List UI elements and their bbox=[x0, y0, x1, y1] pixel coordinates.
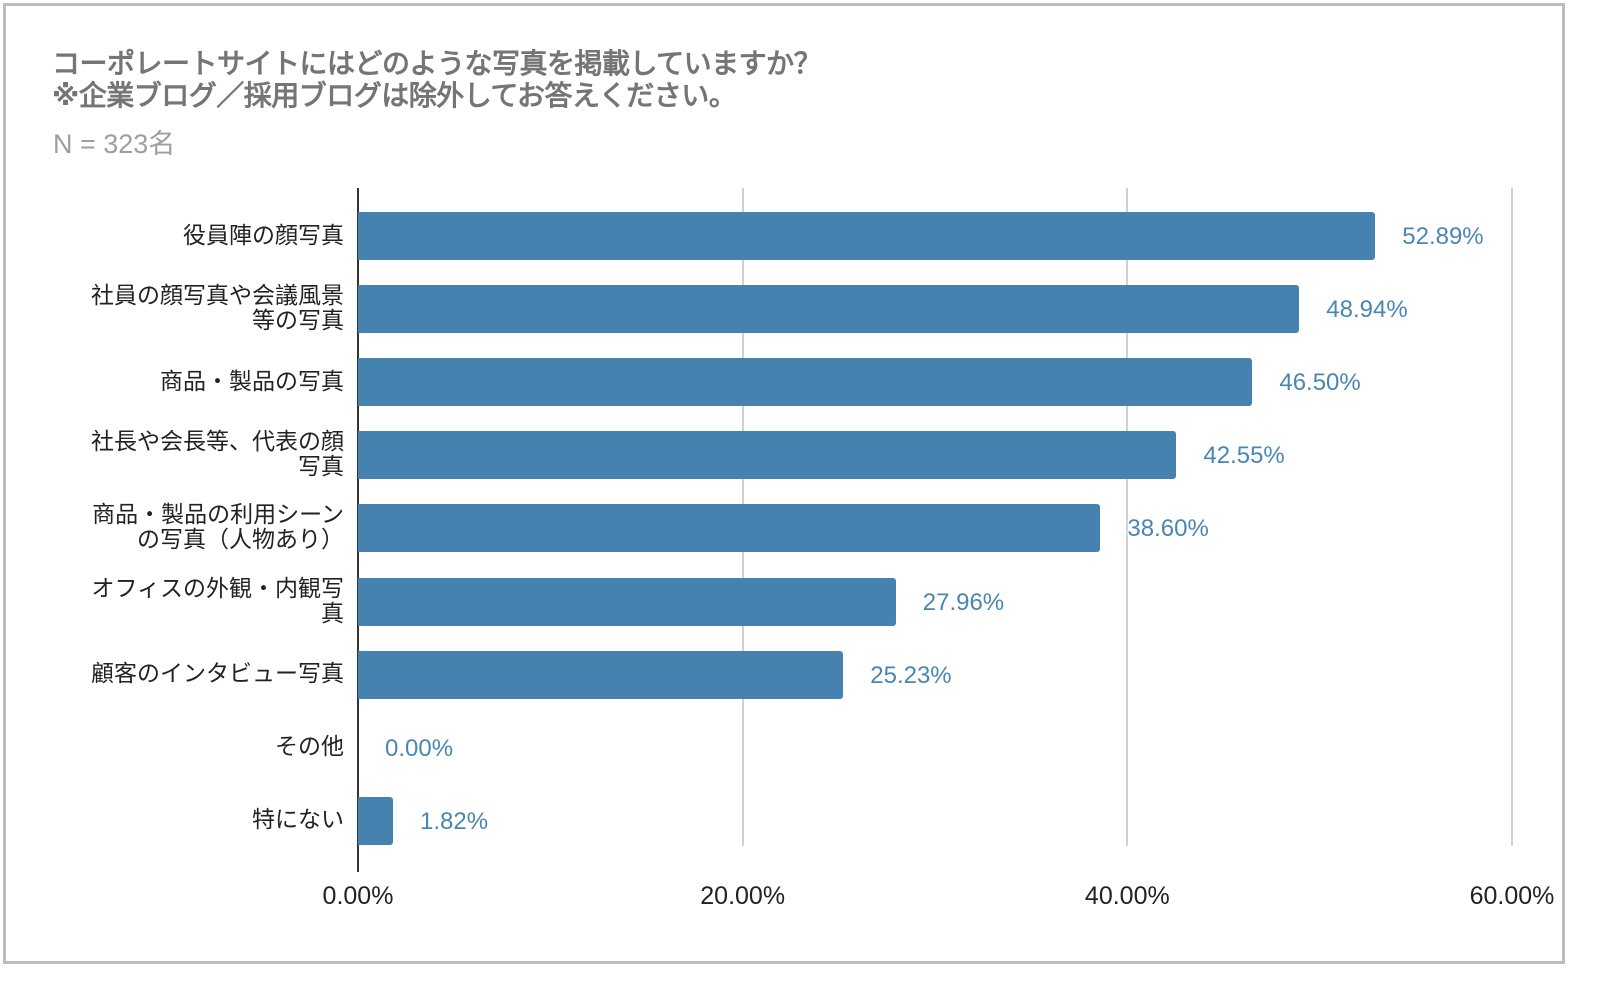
x-tick-label: 20.00% bbox=[700, 882, 786, 910]
bar-value-label: 25.23% bbox=[870, 661, 952, 689]
bar[interactable] bbox=[358, 285, 1300, 334]
bar[interactable] bbox=[358, 796, 393, 845]
bar[interactable] bbox=[358, 650, 844, 699]
x-tick-label: 40.00% bbox=[1084, 882, 1170, 910]
bar-value-label: 27.96% bbox=[922, 588, 1005, 616]
category-label: オフィスの外観・内観写 真 bbox=[91, 575, 344, 627]
bar[interactable] bbox=[358, 431, 1177, 480]
category-label: 商品・製品の写真 bbox=[160, 368, 344, 395]
category-label: 社長や会長等、代表の顔 写真 bbox=[91, 429, 344, 481]
x-tick-label: 60.00% bbox=[1469, 882, 1555, 910]
chart-title-line1: コーポレートサイトにはどのような写真を掲載していますか？ bbox=[52, 47, 822, 80]
bar-value-label: 0.00% bbox=[385, 734, 454, 762]
bar[interactable] bbox=[358, 212, 1376, 260]
x-tick-label: 0.00% bbox=[322, 882, 394, 910]
bar-value-label: 38.60% bbox=[1127, 515, 1209, 543]
category-label: 社員の顔写真や会議風景 等の写真 bbox=[91, 283, 344, 335]
gridline bbox=[1511, 188, 1513, 846]
category-label: 顧客のインタビュー写真 bbox=[91, 661, 344, 688]
bar-value-label: 42.55% bbox=[1203, 442, 1285, 470]
category-label: 役員陣の顔写真 bbox=[183, 222, 344, 249]
gridline bbox=[1126, 188, 1129, 846]
bar[interactable] bbox=[358, 504, 1101, 553]
bar-value-label: 48.94% bbox=[1326, 296, 1408, 324]
bar[interactable] bbox=[358, 358, 1253, 407]
category-label: 特にない bbox=[252, 807, 344, 834]
chart-frame bbox=[3, 3, 1565, 964]
bar[interactable] bbox=[358, 577, 896, 626]
bar-value-label: 46.50% bbox=[1279, 369, 1361, 397]
chart-title-line2: ※企業ブログ／採用ブログは除外してお答えください。 bbox=[52, 79, 737, 112]
category-label: その他 bbox=[275, 734, 344, 761]
category-label: 商品・製品の利用シーン の写真（人物あり） bbox=[92, 502, 344, 554]
bar-value-label: 1.82% bbox=[420, 807, 489, 835]
chart-subtitle: N = 323名 bbox=[53, 129, 176, 159]
bar-value-label: 52.89% bbox=[1402, 223, 1484, 250]
chart-title: コーポレートサイトにはどのような写真を掲載していますか？ ※企業ブログ／採用ブロ… bbox=[52, 47, 822, 112]
